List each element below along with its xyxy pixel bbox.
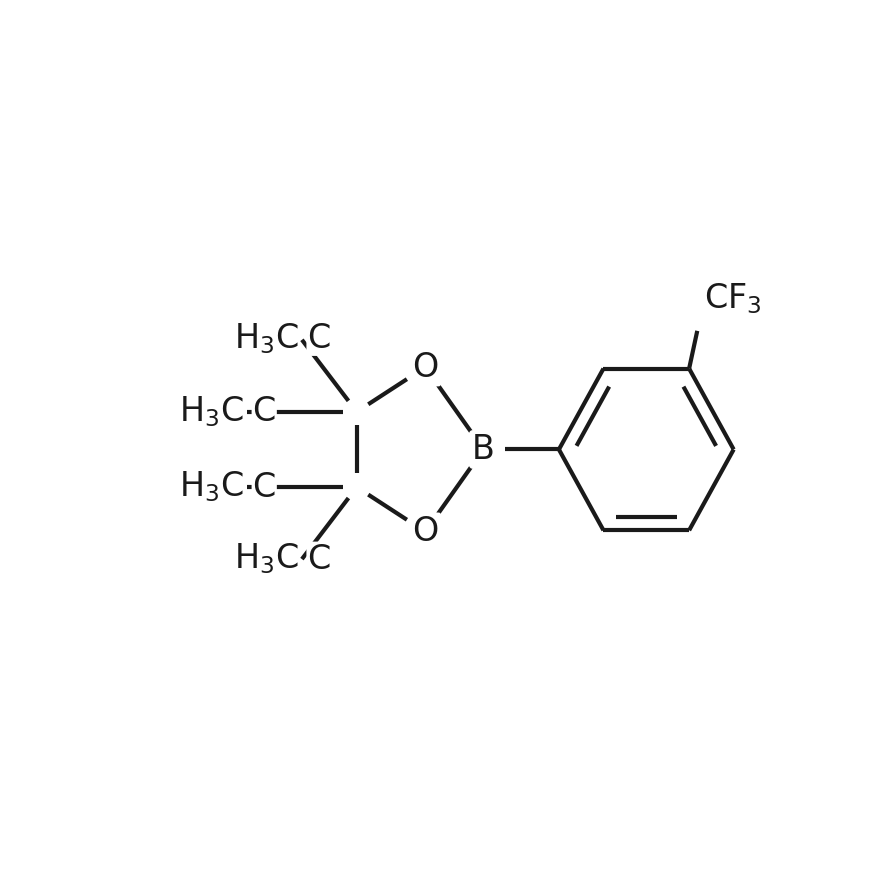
Text: O: O <box>412 515 439 548</box>
Text: C: C <box>253 471 276 504</box>
Text: O: O <box>412 351 439 384</box>
Text: H$_3$C: H$_3$C <box>234 542 298 577</box>
Text: B: B <box>472 433 495 466</box>
Text: H$_3$C: H$_3$C <box>234 321 298 356</box>
Text: C: C <box>307 543 331 576</box>
Text: C: C <box>253 395 276 428</box>
Text: H$_3$C: H$_3$C <box>179 470 244 505</box>
Text: C: C <box>307 322 331 355</box>
Text: H$_3$C: H$_3$C <box>179 394 244 429</box>
Text: CF$_3$: CF$_3$ <box>704 281 762 316</box>
